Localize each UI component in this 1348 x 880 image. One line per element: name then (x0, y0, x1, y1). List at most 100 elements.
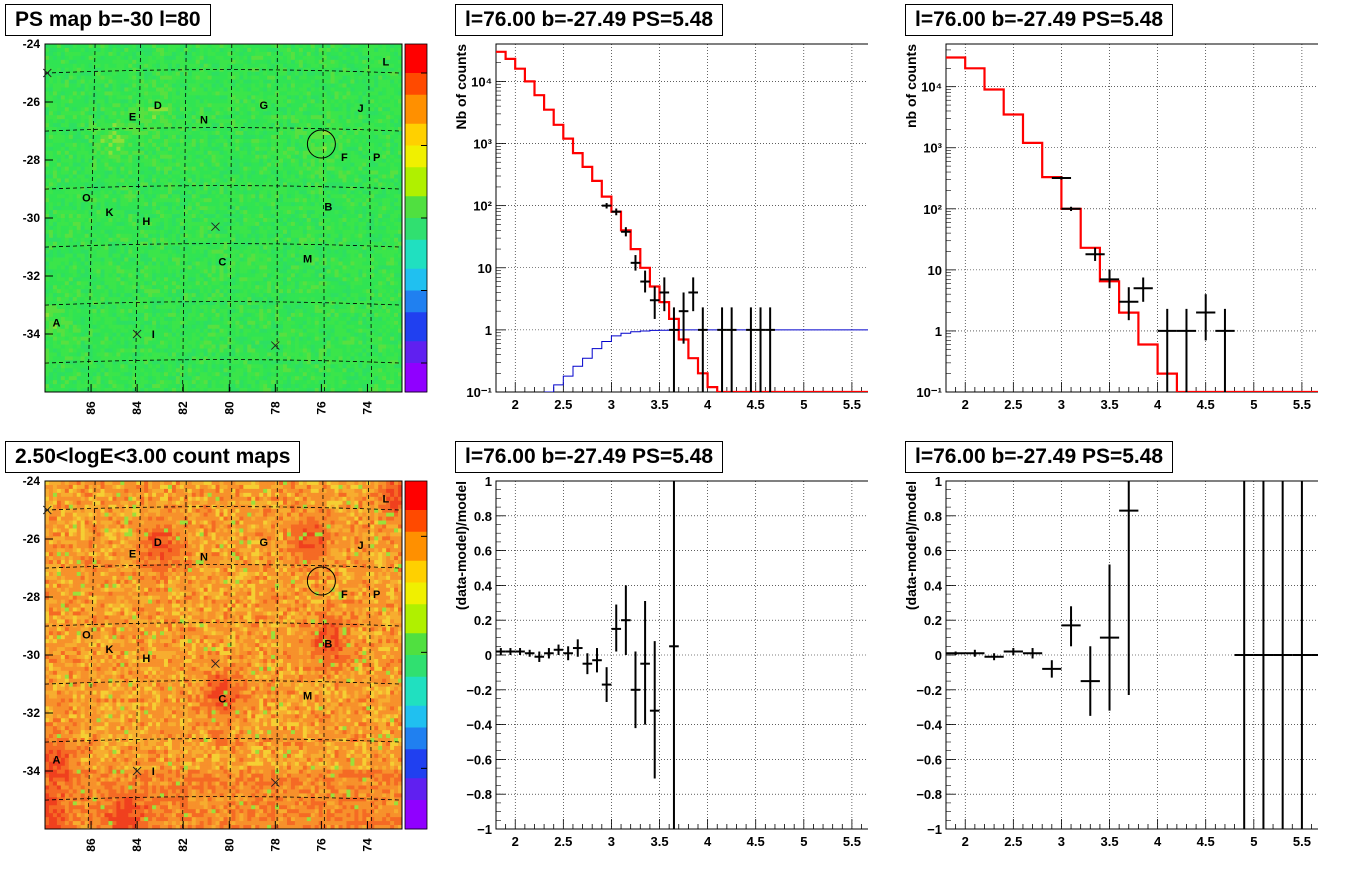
heatmap-cell (334, 162, 339, 167)
heatmap-cell (148, 146, 153, 152)
heatmap-cell (294, 44, 300, 49)
heatmap-cell (346, 162, 351, 167)
heatmap-cell (140, 127, 145, 132)
heatmap-cell (207, 237, 212, 243)
heatmap-cell (298, 51, 304, 57)
heatmap-cell (374, 119, 379, 124)
heatmap-cell (179, 55, 185, 61)
heatmap-cell (354, 229, 359, 235)
heatmap-cell (140, 119, 145, 124)
heatmap-cell (342, 178, 347, 183)
heatmap-cell (390, 142, 395, 148)
heatmap-cell (92, 158, 97, 164)
heatmap-cell (362, 134, 367, 140)
heatmap-cell (251, 218, 256, 223)
heatmap-cell (366, 218, 371, 223)
heatmap-cell (171, 146, 177, 152)
heatmap-cell (112, 99, 117, 104)
heatmap-cell (45, 202, 50, 207)
heatmap-cell (195, 237, 201, 243)
heatmap-cell (239, 170, 244, 175)
heatmap-cell (346, 146, 351, 152)
heatmap-cell (326, 119, 331, 124)
heatmap-cell (382, 131, 387, 136)
heatmap-cell (290, 162, 296, 167)
heatmap-cell (322, 44, 328, 49)
heatmap-cell (215, 99, 220, 104)
heatmap-cell (76, 115, 82, 120)
heatmap-cell (382, 111, 387, 116)
heatmap-cell (175, 206, 181, 211)
heatmap-cell (48, 178, 54, 183)
heatmap-cell (290, 154, 296, 160)
heatmap-cell (108, 198, 113, 203)
heatmap-cell (326, 202, 331, 207)
heatmap-cell (398, 119, 403, 124)
heatmap-cell (203, 67, 209, 73)
heatmap-cell (338, 47, 343, 53)
heatmap-cell (56, 75, 62, 80)
heatmap-cell (279, 107, 284, 112)
heatmap-cell (108, 186, 113, 191)
heatmap-cell (283, 249, 288, 254)
heatmap-cell (294, 194, 300, 199)
heatmap-cell (136, 237, 141, 243)
heatmap-cell (298, 162, 304, 167)
heatmap-cell (92, 206, 97, 211)
heatmap-cell (310, 79, 316, 84)
heatmap-cell (310, 249, 316, 254)
heatmap-cell (104, 47, 109, 53)
heatmap-cell (116, 158, 121, 164)
heatmap-cell (259, 245, 264, 251)
heatmap-cell (342, 170, 347, 175)
heatmap-cell (104, 138, 109, 144)
heatmap-cell (92, 119, 97, 124)
heatmap-cell (112, 142, 117, 148)
heatmap-cell (68, 229, 74, 235)
heatmap-cell (239, 95, 244, 100)
heatmap-cell (219, 221, 224, 227)
heatmap-cell (231, 253, 236, 258)
heatmap-cell (390, 233, 395, 239)
heatmap-cell (120, 241, 125, 247)
heatmap-cell (96, 67, 101, 73)
heatmap-cell (80, 127, 86, 132)
heatmap-cell (370, 154, 375, 160)
heatmap-cell (378, 107, 383, 112)
heatmap-cell (160, 178, 165, 183)
heatmap-cell (283, 257, 288, 262)
heatmap-cell (108, 123, 113, 128)
heatmap-cell (207, 107, 212, 112)
heatmap-cell (88, 142, 93, 148)
heatmap-cell (251, 107, 256, 112)
heatmap-cell (148, 44, 153, 49)
heatmap-cell (354, 150, 359, 156)
heatmap-cell (310, 214, 316, 219)
heatmap-cell (175, 210, 181, 215)
heatmap-cell (104, 237, 109, 243)
heatmap-cell (195, 186, 201, 191)
heatmap-cell (382, 229, 387, 235)
heatmap-cell (346, 91, 351, 96)
heatmap-cell (48, 107, 54, 112)
heatmap-cell (52, 115, 58, 120)
heatmap-cell (56, 162, 62, 167)
heatmap-cell (144, 170, 149, 175)
heatmap-cell (219, 75, 224, 80)
heatmap-cell (354, 194, 359, 199)
heatmap-cell (255, 47, 260, 53)
heatmap-cell (286, 194, 292, 199)
heatmap-cell (203, 71, 209, 77)
heatmap-cell (132, 166, 137, 171)
heatmap-cell (160, 218, 165, 223)
heatmap-cell (398, 138, 403, 144)
heatmap-cell (144, 95, 149, 100)
heatmap-cell (223, 225, 228, 231)
heatmap-cell (275, 174, 280, 179)
heatmap-cell (64, 245, 70, 251)
heatmap-cell (350, 249, 355, 254)
heatmap-cell (354, 131, 359, 136)
heatmap-cell (394, 253, 399, 258)
heatmap-cell (310, 138, 316, 144)
heatmap-cell (227, 190, 232, 195)
